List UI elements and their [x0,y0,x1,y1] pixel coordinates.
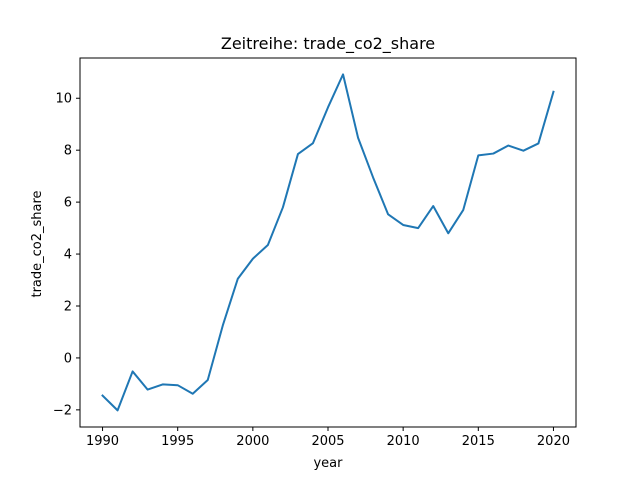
y-tick-label: 4 [64,248,72,263]
x-tick-label: 1990 [86,434,119,449]
series-line [101,73,555,412]
y-tick-label: 10 [55,92,72,107]
x-tick-label: 2000 [236,434,269,449]
x-tick-label: 1995 [161,434,194,449]
x-tick-label: 2005 [311,434,344,449]
y-tick-label: −2 [53,403,72,418]
x-tick-label: 2020 [537,434,570,449]
x-tick-label: 2015 [462,434,495,449]
y-tick-label: 0 [64,351,72,366]
y-axis-label: trade_co2_share [30,190,45,297]
y-axis-ticks: −2 0 2 4 6 8 10 [53,92,80,418]
x-axis-ticks: 1990 1995 2000 2005 2010 2015 2020 [86,427,570,449]
chart-title: Zeitreihe: trade_co2_share [221,34,435,54]
x-axis-label: year [313,456,343,471]
x-tick-label: 2010 [387,434,420,449]
y-tick-label: 8 [64,144,72,159]
plot-area [101,73,555,412]
y-tick-label: 6 [64,196,72,211]
y-tick-label: 2 [64,299,72,314]
plot-frame [79,57,577,428]
